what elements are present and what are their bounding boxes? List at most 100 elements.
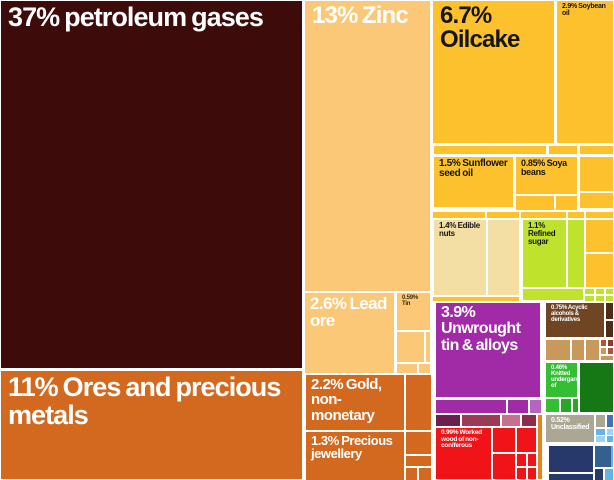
filler-cell	[580, 146, 613, 154]
cell-label-acyclic-alcohols: 0.75% Acyclic alcohols & derivatives	[551, 305, 588, 324]
filler-cell	[406, 432, 431, 454]
cell-soybean-oil: 2.9% Soybean oil	[557, 1, 613, 143]
filler-cell	[601, 340, 606, 346]
filler-cell	[608, 348, 613, 354]
filler-cell	[406, 468, 417, 480]
filler-cell	[595, 446, 613, 467]
filler-cell	[516, 196, 554, 210]
filler-cell	[568, 220, 584, 287]
cell-acyclic-alcohols: 0.75% Acyclic alcohols & derivatives	[546, 303, 604, 337]
filler-cell	[522, 415, 536, 426]
filler-cell	[586, 220, 613, 252]
cell-label-sunflower-seed-oil: 1.5% Sunflower seed oil	[439, 158, 508, 180]
cell-label-unclassified: 0.52% Unclassified	[551, 417, 590, 432]
cell-label-refined-sugar: 1.1% Refined sugar	[528, 221, 556, 247]
cell-refined-sugar: 1.1% Refined sugar	[523, 220, 566, 287]
filler-cell	[596, 296, 604, 301]
filler-cell	[607, 429, 613, 435]
cell-label-petroleum-gases: 37% petroleum gases	[8, 2, 264, 32]
cell-gold-non-monetary: 2.2% Gold, non-monetary	[306, 375, 404, 430]
filler-cell	[433, 212, 485, 218]
filler-cell	[601, 356, 613, 360]
cell-label-oilcake: 6.7% Oilcake	[440, 2, 520, 54]
filler-cell	[607, 436, 613, 442]
filler-cell	[436, 400, 506, 413]
cell-unclassified: 0.52% Unclassified	[546, 415, 594, 442]
filler-cell	[397, 332, 424, 362]
filler-cell	[419, 364, 430, 373]
filler-cell	[606, 296, 613, 301]
cell-label-precious-jewellery: 1.3% Precious jewellery	[311, 433, 393, 462]
cell-label-ores-precious-metals: 11% Ores and precious metals	[8, 372, 281, 430]
filler-cell	[606, 289, 613, 294]
cell-label-soybean-oil: 2.9% Soybean oil	[562, 3, 606, 18]
filler-cell	[580, 193, 613, 208]
cell-oilcake: 6.7% Oilcake	[433, 1, 554, 143]
filler-cell	[549, 446, 593, 472]
cell-label-soya-beans: 0.85% Soya beans	[521, 158, 567, 178]
filler-cell	[406, 375, 431, 430]
filler-cell	[568, 212, 584, 218]
cell-tin: 0.59% Tin	[397, 293, 430, 330]
filler-cell	[586, 254, 613, 287]
filler-cell	[596, 415, 605, 427]
cell-label-knitted-undergarments: 0.46% Knitted undergarments of	[551, 365, 577, 390]
filler-cell	[572, 340, 584, 360]
cell-label-edible-nuts: 1.4% Edible nuts	[439, 221, 480, 239]
filler-cell	[580, 157, 613, 191]
filler-cell	[601, 348, 606, 354]
cell-soya-beans: 0.85% Soya beans	[516, 157, 577, 194]
filler-cell	[488, 220, 519, 295]
filler-cell	[508, 400, 528, 413]
cell-sunflower-seed-oil: 1.5% Sunflower seed oil	[434, 157, 513, 207]
cell-label-worked-wood: 0.99% Worked wood of non-coniferous	[441, 429, 482, 450]
filler-cell	[596, 289, 604, 294]
filler-cell	[397, 364, 417, 373]
cell-label-tin: 0.59% Tin	[402, 295, 418, 308]
filler-cell	[596, 436, 605, 442]
filler-cell	[595, 469, 603, 480]
cell-worked-wood: 0.99% Worked wood of non-coniferous	[436, 428, 491, 479]
filler-cell	[585, 296, 594, 301]
filler-cell	[585, 289, 594, 294]
filler-cell	[406, 456, 431, 466]
cell-label-gold-non-monetary: 2.2% Gold, non-monetary	[311, 376, 382, 424]
filler-cell	[462, 415, 500, 426]
cell-knitted-undergarments: 0.46% Knitted undergarments of	[546, 363, 577, 397]
filler-cell	[419, 468, 431, 480]
cell-precious-jewellery: 1.3% Precious jewellery	[306, 432, 404, 480]
filler-cell	[586, 340, 599, 360]
filler-cell	[538, 415, 542, 479]
cell-edible-nuts: 1.4% Edible nuts	[434, 220, 486, 295]
cell-label-zinc: 13% Zinc	[312, 2, 409, 29]
filler-cell	[556, 196, 577, 210]
filler-cell	[586, 212, 613, 218]
filler-cell	[528, 468, 536, 479]
filler-cell	[528, 454, 536, 466]
filler-cell	[493, 454, 515, 479]
filler-cell	[546, 399, 559, 412]
filler-cell	[426, 332, 430, 362]
filler-cell	[549, 474, 593, 480]
filler-cell	[607, 415, 613, 427]
filler-cell	[521, 212, 566, 218]
cell-label-unwrought-tin-alloys: 3.9% Unwrought tin & alloys	[441, 304, 521, 354]
filler-cell	[530, 400, 541, 413]
filler-cell	[606, 303, 613, 319]
filler-cell	[487, 212, 519, 218]
cell-unwrought-tin-alloys: 3.9% Unwrought tin & alloys	[436, 303, 540, 397]
filler-cell	[434, 146, 546, 154]
cell-lead-ore: 2.6% Lead ore	[305, 293, 394, 373]
filler-cell	[433, 297, 519, 301]
cell-label-lead-ore: 2.6% Lead ore	[310, 294, 387, 331]
cell-ores-precious-metals: 11% Ores and precious metals	[1, 371, 302, 479]
filler-cell	[549, 146, 577, 154]
cell-petroleum-gases: 37% petroleum gases	[1, 1, 302, 368]
filler-cell	[517, 468, 526, 479]
filler-cell	[502, 415, 520, 426]
filler-cell	[606, 321, 613, 337]
filler-cell	[436, 415, 460, 426]
filler-cell	[608, 340, 613, 346]
filler-cell	[493, 428, 515, 452]
